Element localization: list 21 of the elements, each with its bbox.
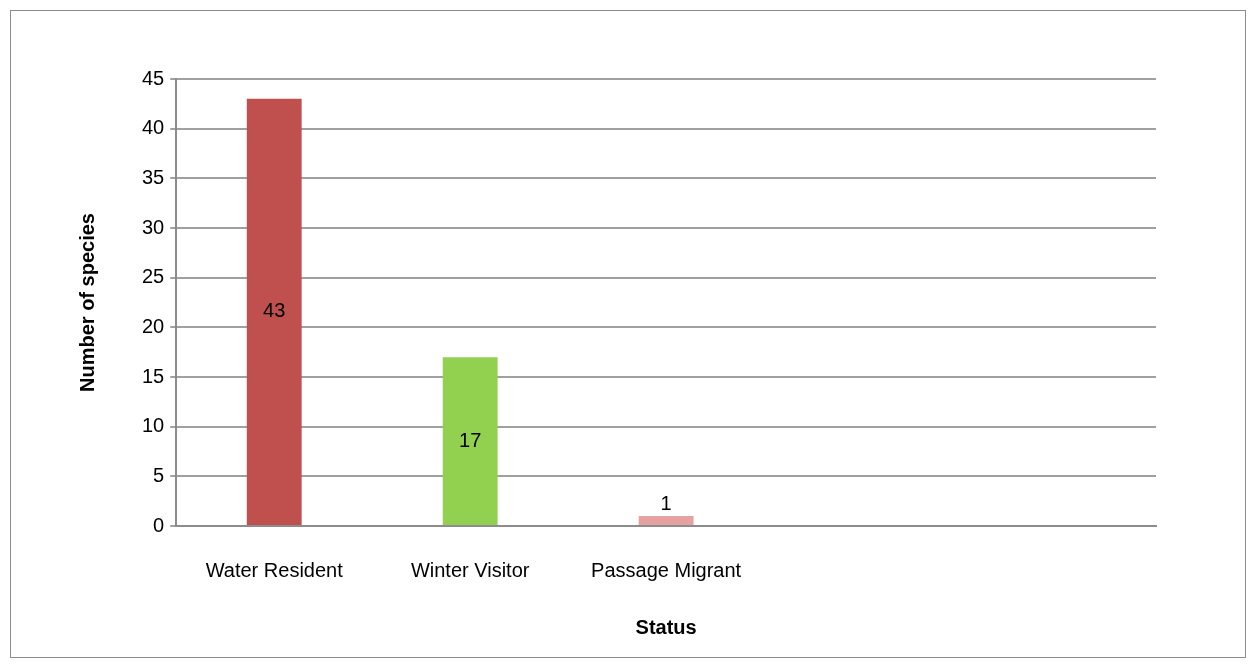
bar [638, 516, 694, 525]
bar [246, 98, 302, 525]
y-tick-label: 35 [142, 165, 165, 188]
data-label: 1 [660, 491, 672, 514]
y-tick-label: 15 [142, 364, 165, 387]
y-tick-label: 25 [142, 265, 165, 288]
y-tick-label: 10 [142, 414, 165, 437]
y-tick-label: 45 [142, 66, 165, 89]
data-label: 43 [263, 299, 286, 322]
x-tick-label: Winter Visitor [410, 558, 530, 581]
x-tick-label: Passage Migrant [591, 558, 742, 581]
y-axis-title: Number of species [75, 213, 98, 392]
y-tick-label: 30 [142, 215, 165, 238]
y-tick-label: 20 [142, 314, 165, 337]
y-tick-label: 5 [153, 463, 165, 486]
bar [442, 357, 498, 525]
x-axis-title: Status [635, 615, 697, 638]
y-tick-label: 40 [142, 116, 165, 139]
x-tick-label: Water Resident [205, 558, 344, 581]
y-tick-label: 0 [153, 513, 165, 536]
data-label: 17 [459, 428, 482, 451]
